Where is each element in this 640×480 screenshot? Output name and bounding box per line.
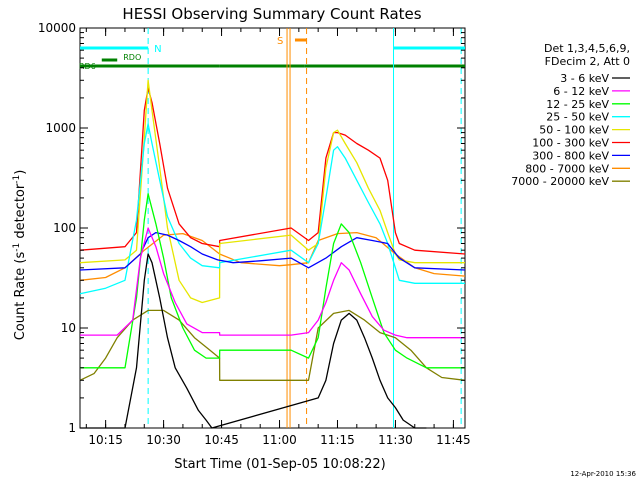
legend-header-line-1: Det 1,3,4,5,6,9, [544,42,630,55]
series-line [79,231,466,281]
band-rdo-label: RDO [123,53,141,62]
series-line [80,253,427,429]
legend-entry-label: 6 - 12 keV [553,85,609,98]
x-tick-label: 11:45 [436,433,471,447]
band-s-label: S [277,36,283,47]
series-line [79,123,465,295]
legend-header-line-2: FDecim 2, Att 0 [545,55,630,68]
series-lines [79,79,466,429]
axes: 1 10 100 1000 10000 10:15 10:30 10:45 11:00 11:15… [38,21,471,447]
y-tick-label: 10 [61,321,76,335]
x-tick-label: 11:15 [320,433,355,447]
y-axis-label: Count Rate (s-1 detector-1) [12,170,28,341]
band-indicators: N S RDO RD6 [79,36,465,71]
x-tick-label: 11:00 [262,433,297,447]
x-tick-label: 11:30 [378,433,413,447]
y-tick-label: 1000 [45,121,76,135]
legend-entry-label: 7000 - 20000 keV [511,175,609,188]
vertical-markers [147,28,462,428]
x-axis-label: Start Time (01-Sep-05 10:08:22) [174,457,385,472]
chart-title: HESSI Observing Summary Count Rates [122,5,421,23]
y-axis-label-sup1: -1 [12,243,22,252]
x-tick-label: 10:15 [88,433,123,447]
series-line [79,79,465,304]
legend-entry-label: 12 - 25 keV [546,98,609,111]
series-line [80,227,465,339]
y-axis-label-mid: detector [13,183,28,243]
series-line [79,309,466,381]
series-line [79,231,466,271]
y-axis-label-sup2: -1 [12,175,22,184]
legend-entry-label: 3 - 6 keV [560,72,609,85]
legend-entry-label: 25 - 50 keV [546,111,609,124]
y-axis-label-end: ) [13,170,28,175]
legend: Det 1,3,4,5,6,9, FDecim 2, Att 0 3 - 6 k… [511,42,630,188]
legend-entry-label: 800 - 7000 keV [525,162,609,175]
y-tick-label: 10000 [38,21,76,35]
footer-timestamp: 12-Apr-2010 15:36 [570,470,636,478]
x-tick-label: 10:30 [146,433,181,447]
series-line [80,193,465,369]
y-tick-label: 100 [53,221,76,235]
legend-entry-label: 100 - 300 keV [532,137,609,150]
legend-entry-label: 300 - 800 keV [532,149,609,162]
legend-entry-label: 50 - 100 keV [539,124,609,137]
band-rd6-label: RD6 [79,62,96,71]
y-tick-label: 1 [68,421,76,435]
x-tick-label: 10:45 [204,433,239,447]
band-n-label: N [154,44,161,55]
y-axis-label-base: Count Rate (s [13,252,28,341]
